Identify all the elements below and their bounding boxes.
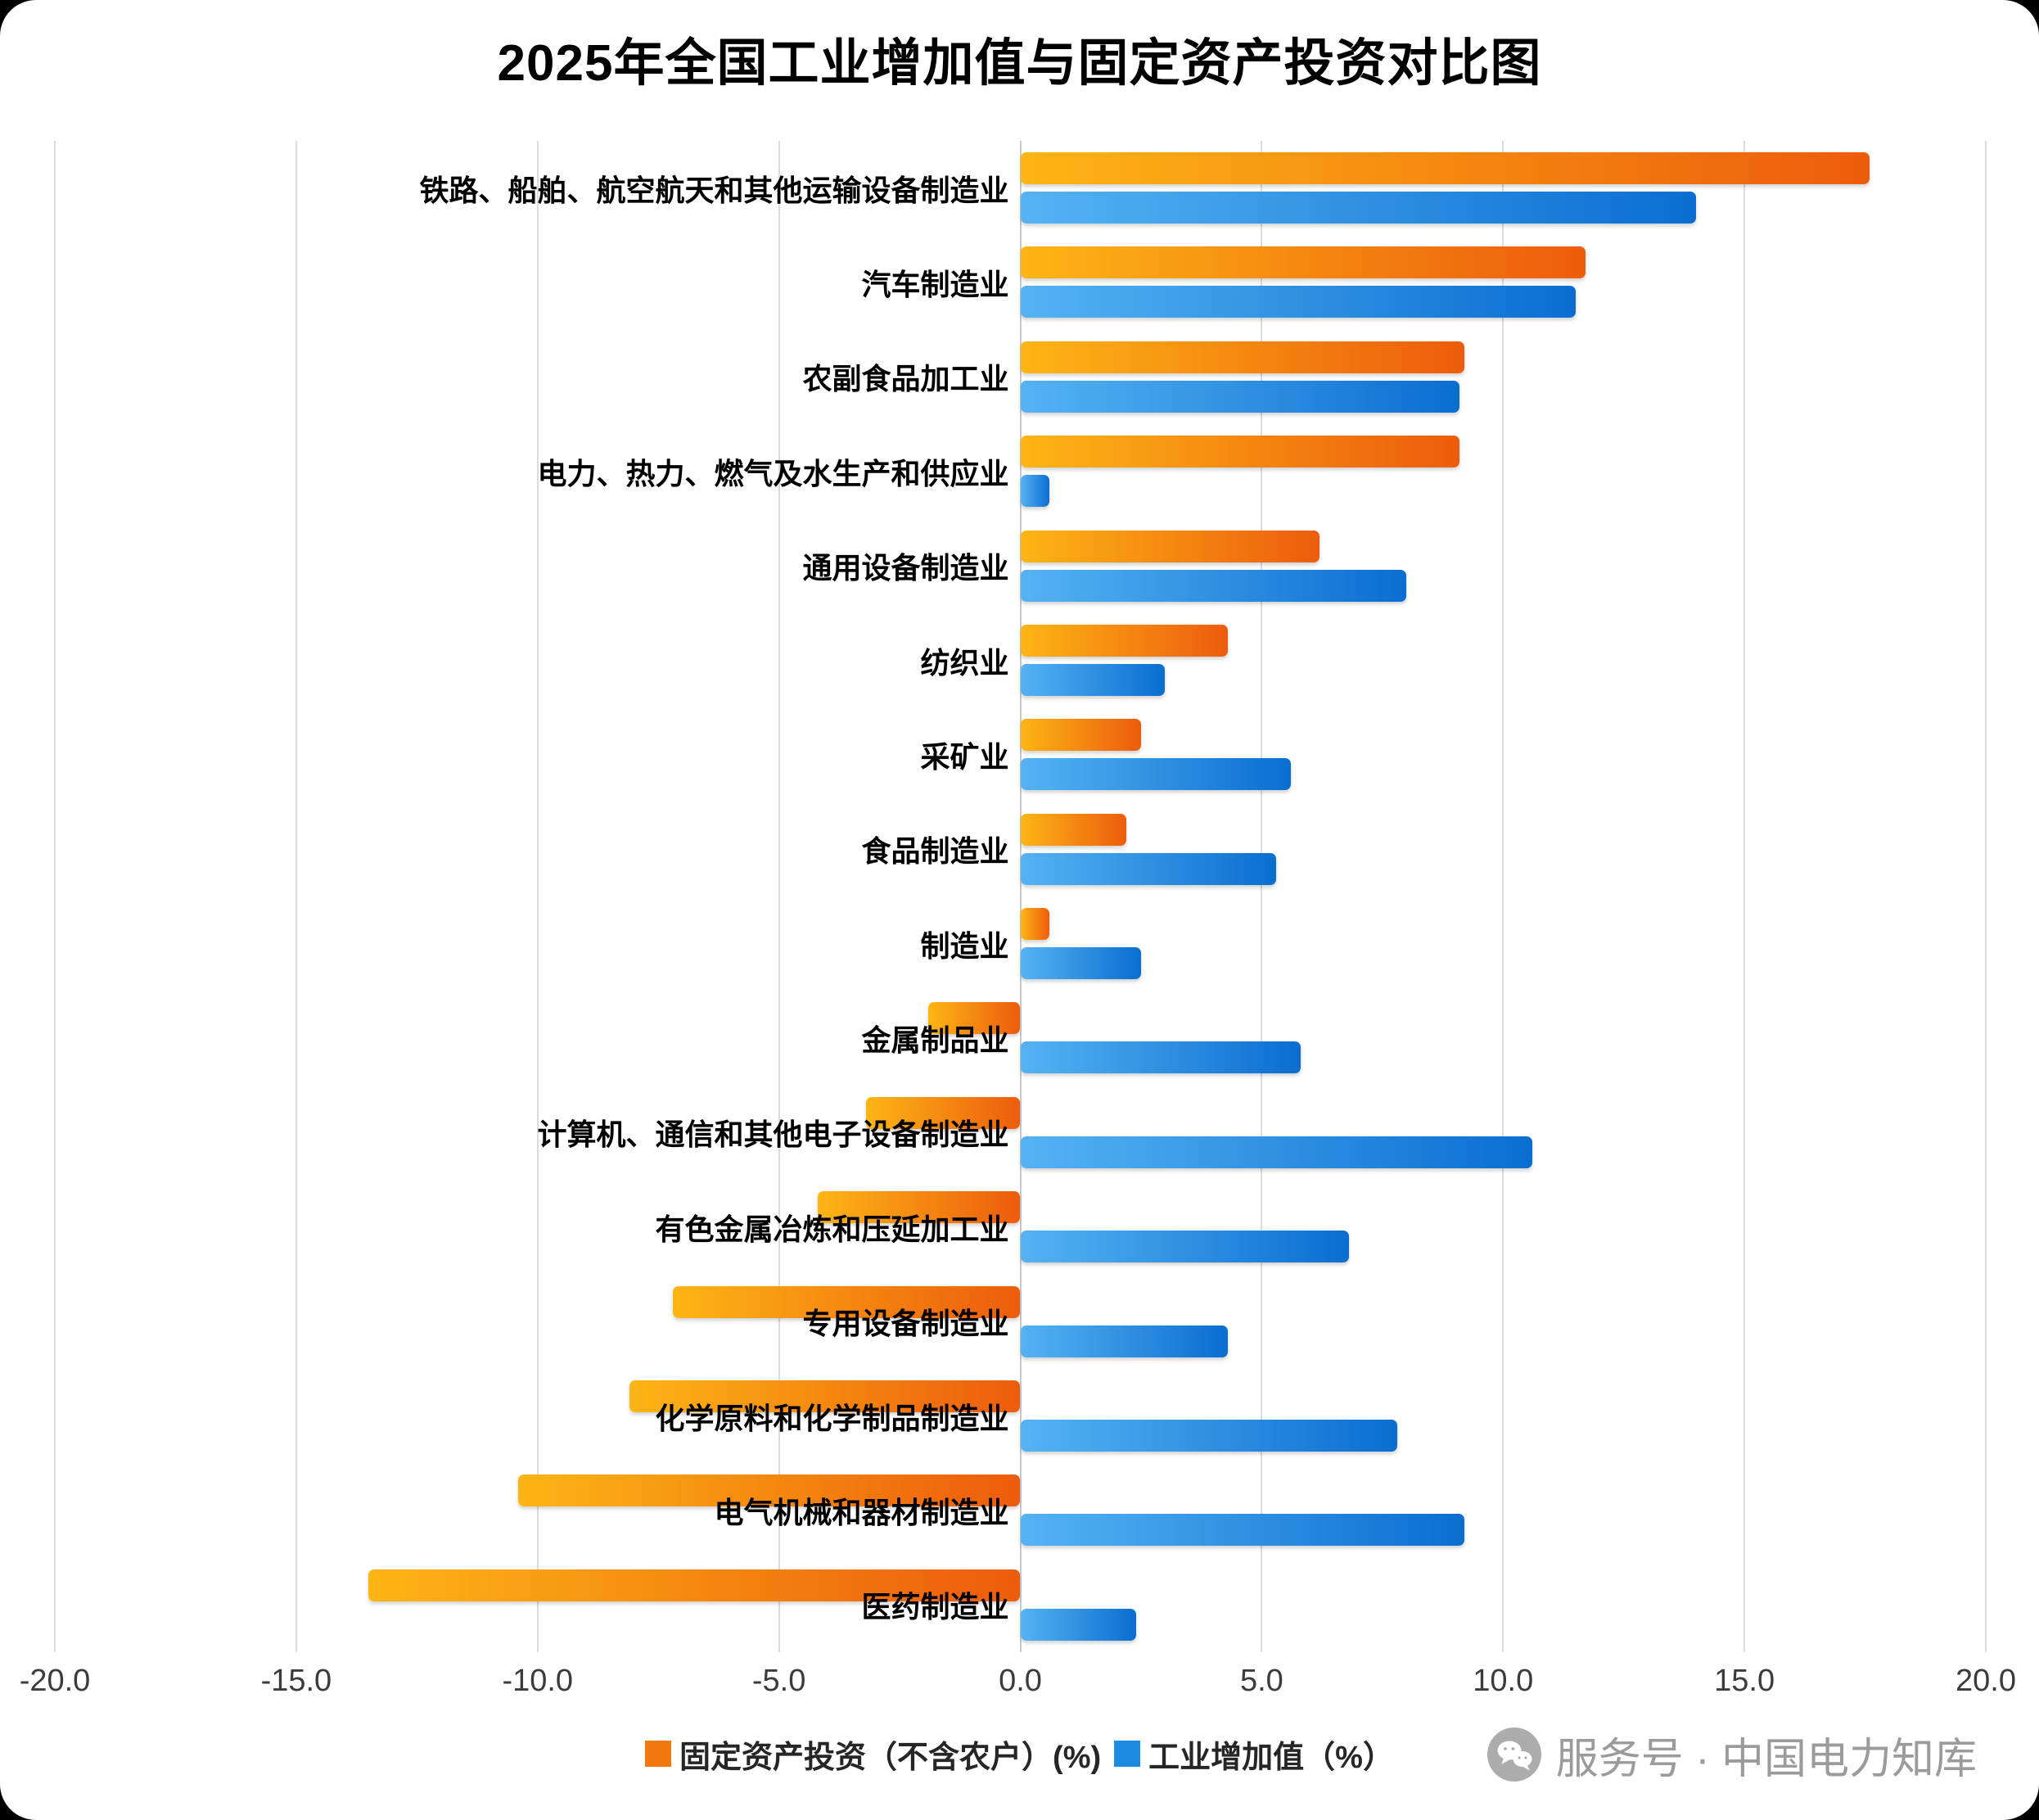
category-label: 汽车制造业 [861,268,1009,302]
category-label: 专用设备制造业 [802,1307,1009,1341]
bar-fixed-asset-investment [518,1475,1021,1507]
x-tick-label: -5.0 [751,1664,806,1698]
bar-industrial-added-value [1020,380,1460,413]
x-tick-label: 15.0 [1714,1664,1775,1698]
legend-label-industrial-added-value: 工业增加值（%） [1148,1740,1394,1775]
category-row: 农副食品加工业 [55,330,1986,424]
category-row: 通用设备制造业 [55,519,1986,613]
gridline [1744,141,1746,1652]
category-label: 农副食品加工业 [802,362,1009,396]
bar-fixed-asset-investment [1020,530,1320,562]
gridline [1985,141,1987,1652]
category-row: 金属制品业 [55,991,1986,1085]
gridline [295,141,297,1652]
bar-industrial-added-value [1020,852,1277,885]
plot-area: 铁路、船舶、航空航天和其他运输设备制造业汽车制造业农副食品加工业电力、热力、燃气… [54,141,1987,1652]
bar-industrial-added-value [1020,947,1141,979]
category-label: 铁路、船舶、航空航天和其他运输设备制造业 [419,173,1009,207]
bar-fixed-asset-investment [1020,719,1141,752]
legend-item-industrial-added-value: 工业增加值（%） [1114,1732,1394,1777]
x-tick-label: 10.0 [1473,1664,1534,1698]
x-tick-label: -20.0 [19,1664,91,1698]
category-row: 汽车制造业 [55,235,1986,329]
x-tick-label: 0.0 [999,1664,1042,1698]
bar-industrial-added-value [1020,1608,1137,1641]
bar-industrial-added-value [1020,1514,1465,1547]
category-label: 化学原料和化学制品制造业 [655,1401,1009,1435]
x-tick-label: 5.0 [1239,1664,1283,1698]
bar-industrial-added-value [1020,1136,1532,1168]
bar-industrial-added-value [1020,569,1407,602]
bar-fixed-asset-investment [368,1569,1021,1601]
bar-industrial-added-value [1020,1041,1301,1074]
x-tick-label: -15.0 [260,1664,332,1698]
category-row: 制造业 [55,896,1986,991]
bar-industrial-added-value [1020,663,1166,696]
category-label: 电力、热力、燃气及水生产和供应业 [537,456,1009,490]
bar-industrial-added-value [1020,1231,1349,1263]
category-label: 通用设备制造业 [802,551,1009,585]
chart-title: 2025年全国工业增加值与固定资产投资对比图 [497,35,1542,92]
x-tick-label: 20.0 [1956,1664,2016,1698]
legend-item-fixed-asset-investment: 固定资产投资（不含农户）(%) [645,1732,1101,1777]
category-row: 医药制造业 [55,1558,1986,1652]
bar-fixed-asset-investment [817,1191,1021,1224]
bar-fixed-asset-investment [1020,908,1049,940]
bar-industrial-added-value [1020,1419,1397,1452]
category-row: 专用设备制造业 [55,1275,1986,1369]
category-label: 采矿业 [920,739,1009,774]
bar-industrial-added-value [1020,758,1291,791]
gridline [54,141,56,1652]
gridline [1502,141,1504,1652]
bar-fixed-asset-investment [629,1380,1021,1412]
category-row: 食品制造业 [55,802,1986,896]
bar-fixed-asset-investment [928,1002,1021,1035]
category-row: 计算机、通信和其他电子设备制造业 [55,1086,1986,1180]
bar-fixed-asset-investment [672,1285,1021,1318]
category-row: 铁路、船舶、航空航天和其他运输设备制造业 [55,141,1986,235]
watermark-text: 服务号 · 中国电力知库 [1555,1735,1977,1783]
legend: 固定资产投资（不含农户）(%) 工业增加值（%） [0,1729,2039,1778]
category-label: 医药制造业 [861,1590,1009,1624]
category-label: 电气机械和器材制造业 [714,1495,1009,1529]
bar-fixed-asset-investment [1020,246,1586,279]
category-row: 纺织业 [55,613,1986,707]
category-row: 有色金属冶炼和压延加工业 [55,1180,1986,1274]
category-label: 计算机、通信和其他电子设备制造业 [537,1118,1009,1152]
category-label: 食品制造业 [861,834,1009,869]
wechat-icon [1486,1727,1541,1782]
gridline [536,141,539,1652]
legend-swatch-blue-icon [1114,1741,1141,1767]
x-axis: -20.0 -15.0 -10.0 -5.0 0.0 5.0 10.0 15.0 20.0 [20,1664,2016,1706]
category-label: 制造业 [920,928,1009,963]
bar-industrial-added-value [1020,1325,1229,1357]
category-label: 有色金属冶炼和压延加工业 [655,1212,1009,1246]
category-label: 金属制品业 [861,1023,1009,1058]
bar-fixed-asset-investment [1020,341,1465,373]
category-label: 纺织业 [920,645,1009,680]
gridline [778,141,780,1652]
gridline [1261,141,1263,1652]
bar-industrial-added-value [1020,475,1049,508]
x-tick-label: -10.0 [502,1664,574,1698]
legend-label-fixed-asset-investment: 固定资产投资（不含农户）(%) [679,1740,1102,1775]
watermark: 服务号 · 中国电力知库 [1486,1726,1977,1783]
bar-fixed-asset-investment [1020,152,1870,184]
category-row: 电气机械和器材制造业 [55,1463,1986,1557]
category-row: 化学原料和化学制品制造业 [55,1369,1986,1463]
bar-fixed-asset-investment [1020,436,1460,468]
bar-industrial-added-value [1020,192,1697,224]
bar-fixed-asset-investment [1020,624,1229,657]
bar-industrial-added-value [1020,286,1576,318]
bar-fixed-asset-investment [1020,813,1127,846]
category-row: 采矿业 [55,707,1986,802]
bar-fixed-asset-investment [865,1096,1021,1129]
zero-gridline [1019,141,1022,1652]
category-row: 电力、热力、燃气及水生产和供应业 [55,424,1986,518]
legend-swatch-orange-icon [645,1741,672,1767]
